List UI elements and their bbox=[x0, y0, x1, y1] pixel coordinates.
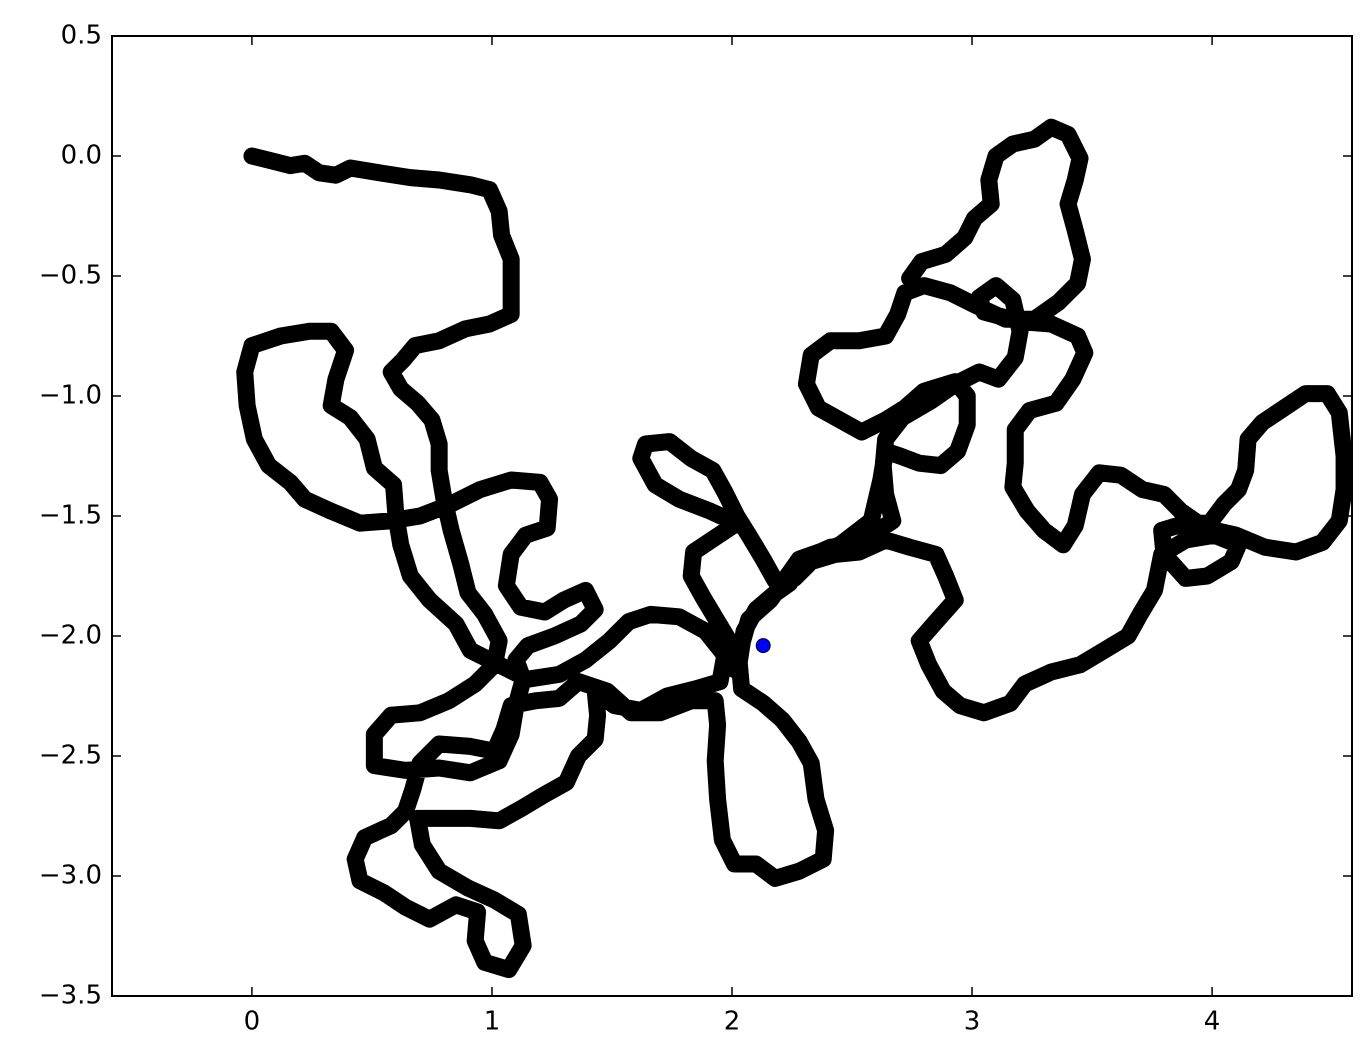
x-tick-label: 1 bbox=[484, 1007, 501, 1037]
x-tick-label: 0 bbox=[244, 1007, 261, 1037]
y-tick-label: −2.5 bbox=[39, 741, 102, 771]
x-tick-label: 3 bbox=[964, 1007, 981, 1037]
y-tick-label: −2.0 bbox=[39, 621, 102, 651]
y-tick-label: 0.0 bbox=[61, 141, 102, 171]
point bbox=[755, 638, 771, 654]
y-tick-label: −3.5 bbox=[39, 981, 102, 1011]
x-tick-label: 4 bbox=[1204, 1007, 1221, 1037]
y-tick-label: −0.5 bbox=[39, 261, 102, 291]
y-tick-label: 0.5 bbox=[61, 21, 102, 51]
walk-line bbox=[236, 118, 1352, 979]
plot-area bbox=[236, 118, 1352, 979]
y-tick-label: −3.0 bbox=[39, 861, 102, 891]
y-tick-label: −1.5 bbox=[39, 501, 102, 531]
y-tick-label: −1.0 bbox=[39, 381, 102, 411]
x-tick-label: 2 bbox=[724, 1007, 741, 1037]
